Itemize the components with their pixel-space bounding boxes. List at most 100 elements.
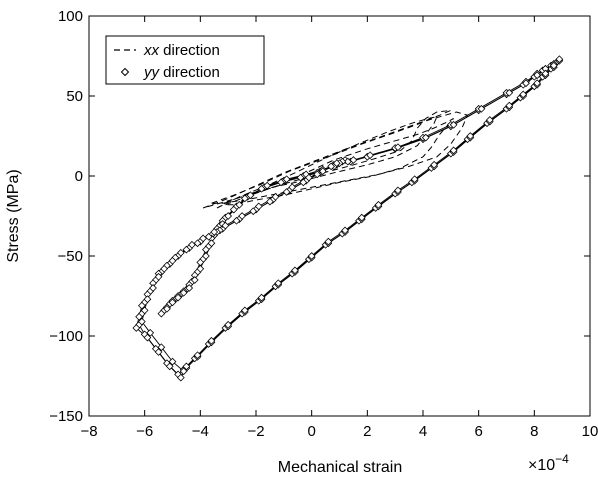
- legend-xx-rest: direction: [159, 42, 220, 59]
- yy-data-point: [394, 143, 402, 152]
- yy-data-point: [271, 192, 280, 201]
- yy-data-point: [157, 309, 166, 318]
- legend-box: [105, 35, 265, 85]
- yy-data-point: [313, 170, 322, 179]
- yy-data-point: [224, 320, 233, 329]
- yy-data-point: [207, 239, 216, 248]
- x-multiplier-base: ×10: [528, 457, 555, 474]
- yy-data-point: [519, 90, 528, 99]
- yy-data-point: [394, 186, 402, 195]
- yy-data-point: [263, 181, 271, 190]
- yy-data-point: [174, 293, 182, 302]
- yy-data-point: [241, 194, 249, 203]
- x-tick-label: 0: [307, 423, 315, 440]
- x-tick-label: 10: [582, 423, 598, 440]
- yy-data-point: [132, 324, 141, 332]
- yy-data-point: [410, 175, 419, 184]
- yy-data-point: [188, 240, 196, 249]
- yy-data-point: [238, 212, 246, 220]
- yy-data-point: [168, 357, 177, 366]
- yy-data-point: [505, 101, 514, 110]
- yy-data-point: [210, 228, 219, 236]
- y-tick-label: −100: [49, 328, 83, 345]
- yy-data-point: [249, 207, 258, 216]
- yy-data-point: [296, 173, 305, 182]
- yy-data-point: [307, 252, 316, 260]
- y-tick-label: −50: [58, 248, 83, 265]
- x-tick-label: −2: [247, 423, 264, 440]
- yy-data-point: [277, 178, 285, 187]
- x-axis-label: Mechanical strain: [278, 459, 403, 476]
- yy-data-point: [332, 159, 341, 168]
- xx-series-line: [202, 109, 451, 209]
- yy-data-point: [305, 173, 313, 182]
- yy-data-point: [146, 328, 155, 337]
- legend-yy-rest: direction: [159, 64, 220, 81]
- yy-data-point: [282, 175, 291, 184]
- yy-data-point: [257, 184, 266, 193]
- yy-data-point: [182, 362, 191, 371]
- yy-data-point: [357, 213, 366, 222]
- yy-data-point: [179, 288, 188, 297]
- yy-data-point: [288, 183, 297, 192]
- yy-data-point: [505, 88, 514, 97]
- yy-data-point: [549, 61, 558, 70]
- legend-yy-label: yy direction: [143, 64, 220, 81]
- axis-tick-labels: −8 −6 −4 −2 0 2 4 6 8 10 −150 −100 −50 0 50 100: [49, 8, 598, 440]
- legend-yy-swatch: [120, 67, 130, 77]
- yy-data-point: [449, 146, 458, 155]
- yy-data-point: [341, 226, 349, 235]
- x-tick-label: 4: [419, 423, 427, 440]
- x-tick-label: −8: [80, 423, 97, 440]
- yy-data-point: [241, 306, 249, 315]
- yy-data-point: [449, 120, 458, 129]
- yy-data-point: [235, 200, 244, 209]
- y-tick-label: 50: [66, 88, 83, 105]
- yy-data-point: [193, 239, 202, 248]
- yy-data-point: [163, 304, 171, 313]
- yy-data-point: [154, 348, 163, 356]
- yy-data-point: [266, 197, 274, 206]
- y-axis-label: Stress (MPa): [5, 169, 22, 262]
- yy-series-line: [141, 58, 560, 372]
- yy-data-point: [176, 373, 185, 382]
- yy-data-point: [533, 71, 541, 80]
- yy-data-point: [541, 69, 550, 78]
- yy-data-point: [291, 266, 299, 275]
- yy-series-line: [135, 60, 560, 379]
- yy-data-point: [318, 167, 327, 176]
- yy-data-point: [299, 178, 308, 187]
- yy-data-point: [324, 237, 333, 246]
- x-tick-label: 8: [530, 423, 538, 440]
- yy-data-point: [349, 156, 358, 164]
- yy-data-point: [274, 279, 283, 288]
- yy-data-point: [466, 132, 475, 140]
- yy-data-point: [533, 79, 541, 88]
- yy-data-point: [343, 157, 352, 166]
- x-axis-multiplier: ×10−4: [528, 452, 569, 474]
- plot-lines: [135, 58, 560, 379]
- xx-series-line: [216, 116, 438, 209]
- yy-data-point: [224, 212, 233, 220]
- yy-data-point: [165, 362, 174, 371]
- axis-ticks: [88, 15, 591, 417]
- yy-data-point: [229, 205, 238, 214]
- yy-data-point: [149, 284, 157, 292]
- yy-data-point: [143, 295, 152, 304]
- y-tick-label: 0: [75, 168, 83, 185]
- yy-data-point: [160, 264, 169, 273]
- yy-data-point: [138, 301, 146, 310]
- yy-data-point: [366, 151, 374, 160]
- x-tick-label: 2: [363, 423, 371, 440]
- yy-data-point: [522, 79, 530, 88]
- yy-data-point: [179, 367, 188, 376]
- yy-data-point: [143, 333, 152, 342]
- yy-data-point: [374, 200, 383, 209]
- plot-frame: [88, 15, 591, 417]
- yy-data-point: [193, 351, 202, 360]
- yy-data-point: [202, 252, 210, 260]
- yy-data-point: [257, 293, 266, 302]
- yy-data-point: [135, 312, 143, 321]
- yy-data-point: [185, 284, 194, 292]
